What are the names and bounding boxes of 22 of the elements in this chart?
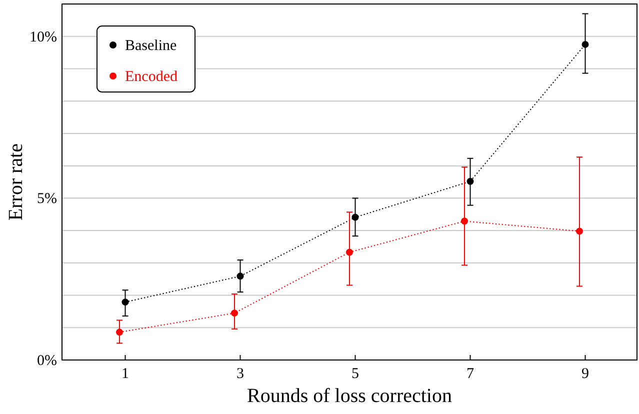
y-tick-label: 10% (30, 29, 57, 46)
x-tick-label: 9 (582, 366, 589, 382)
point (231, 310, 238, 317)
point (576, 228, 583, 235)
point (582, 40, 589, 48)
point (346, 248, 353, 256)
legend-label: Baseline (125, 38, 177, 54)
x-tick-label: 7 (466, 366, 474, 382)
point (116, 328, 123, 336)
point (461, 218, 468, 225)
y-axis-title: Error rate (5, 143, 27, 221)
x-tick-label: 1 (122, 366, 129, 382)
legend-label: Encoded (125, 69, 178, 85)
y-tick-label: 0% (37, 353, 57, 369)
point (236, 272, 244, 280)
point (466, 178, 474, 185)
x-axis-title: Rounds of loss correction (247, 385, 452, 407)
point (122, 298, 129, 306)
x-tick-label: 3 (236, 366, 244, 382)
y-tick-label: 5% (37, 191, 57, 208)
x-tick-label: 5 (352, 366, 359, 382)
point (352, 214, 359, 221)
